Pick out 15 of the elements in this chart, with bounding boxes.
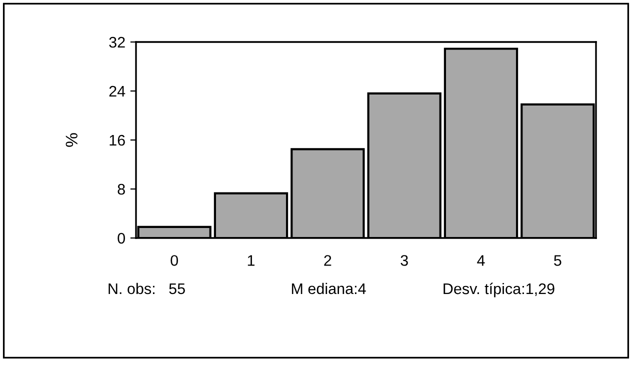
- y-axis-title: %: [66, 133, 78, 147]
- y-tick-label: 32: [109, 36, 125, 48]
- text: Desv. típica:1,29: [444, 282, 554, 298]
- text: N. obs: 55: [108, 282, 185, 294]
- x-tick-label: 2: [324, 255, 332, 266]
- x-tick-label: 0: [170, 255, 178, 266]
- x-tick-label: 4: [477, 255, 485, 266]
- y-tick-label: 16: [110, 134, 125, 146]
- x-tick-label: 1: [248, 255, 255, 266]
- x-tick-label: 5: [554, 255, 562, 266]
- x-tick-label: 3: [400, 255, 408, 266]
- text: M ediana:4: [292, 282, 366, 294]
- y-tick-label: 8: [118, 184, 125, 195]
- y-tick-label: 24: [109, 86, 126, 97]
- y-tick-label: 0: [118, 232, 125, 244]
